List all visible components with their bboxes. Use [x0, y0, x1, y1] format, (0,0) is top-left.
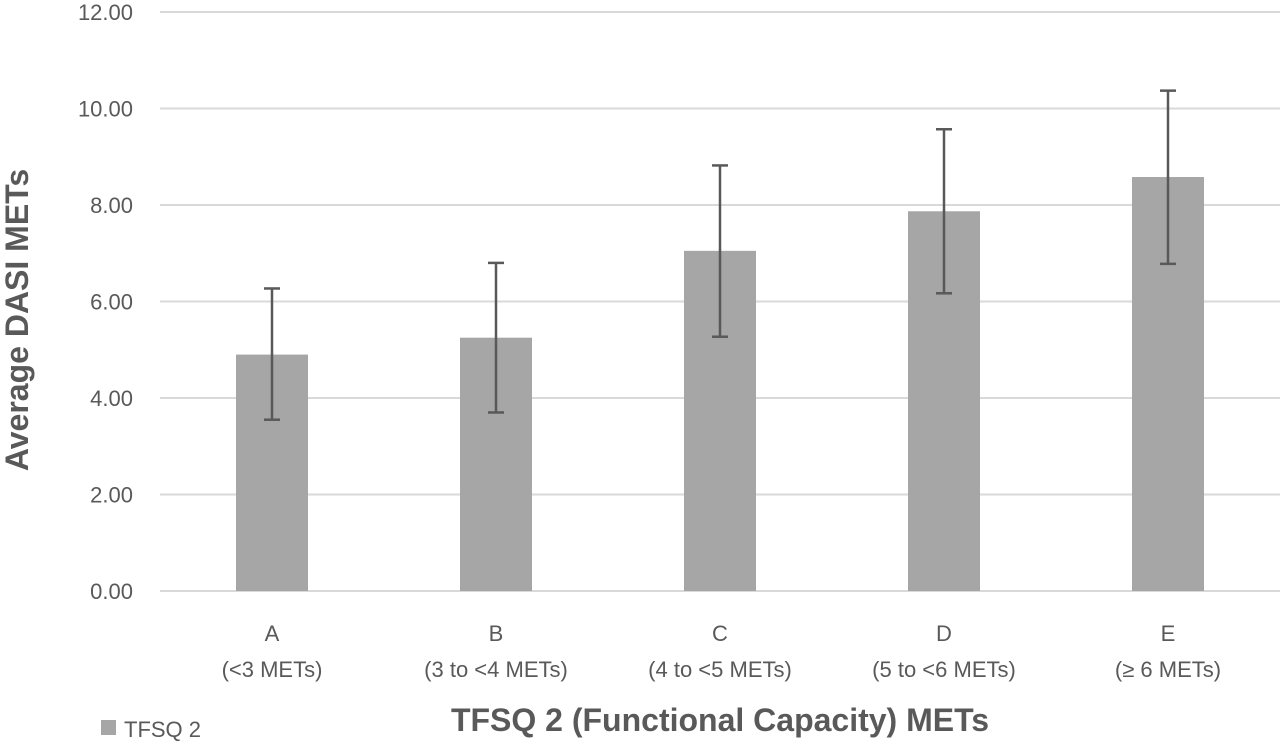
error-bar-a — [264, 287, 280, 421]
x-axis-title: TFSQ 2 (Functional Capacity) METs — [451, 702, 989, 738]
x-category-range: (3 to <4 METs) — [424, 657, 568, 682]
x-category-range: (<3 METs) — [222, 657, 323, 682]
y-axis-ticks: 0.00 2.00 4.00 6.00 8.00 10.00 12.00 — [78, 0, 133, 604]
y-tick-label: 8.00 — [90, 193, 133, 218]
y-tick-label: 6.00 — [90, 290, 133, 315]
legend: TFSQ 2 — [101, 717, 201, 742]
y-tick-label: 0.00 — [90, 579, 133, 604]
y-tick-label: 10.00 — [78, 97, 133, 122]
x-category-code: E — [1161, 621, 1176, 646]
x-category-code: A — [265, 621, 280, 646]
x-axis-categories: A (<3 METs) B (3 to <4 METs) C (4 to <5 METs)… — [222, 621, 1222, 682]
x-category-code: B — [489, 621, 504, 646]
x-category-code: C — [712, 621, 728, 646]
x-category-range: (4 to <5 METs) — [648, 657, 792, 682]
x-category-code: D — [936, 621, 952, 646]
y-tick-label: 2.00 — [90, 483, 133, 508]
legend-swatch — [101, 720, 116, 735]
y-tick-label: 4.00 — [90, 386, 133, 411]
error-bar-b — [488, 261, 504, 414]
x-category-range: (5 to <6 METs) — [872, 657, 1016, 682]
error-bar-e — [1160, 89, 1176, 266]
x-category-range: (≥ 6 METs) — [1115, 657, 1221, 682]
error-bar-c — [712, 164, 728, 338]
y-axis-title: Average DASI METs — [0, 169, 35, 471]
y-tick-label: 12.00 — [78, 0, 133, 25]
legend-label: TFSQ 2 — [124, 717, 201, 742]
error-bars — [264, 89, 1176, 421]
error-bar-d — [936, 127, 952, 295]
